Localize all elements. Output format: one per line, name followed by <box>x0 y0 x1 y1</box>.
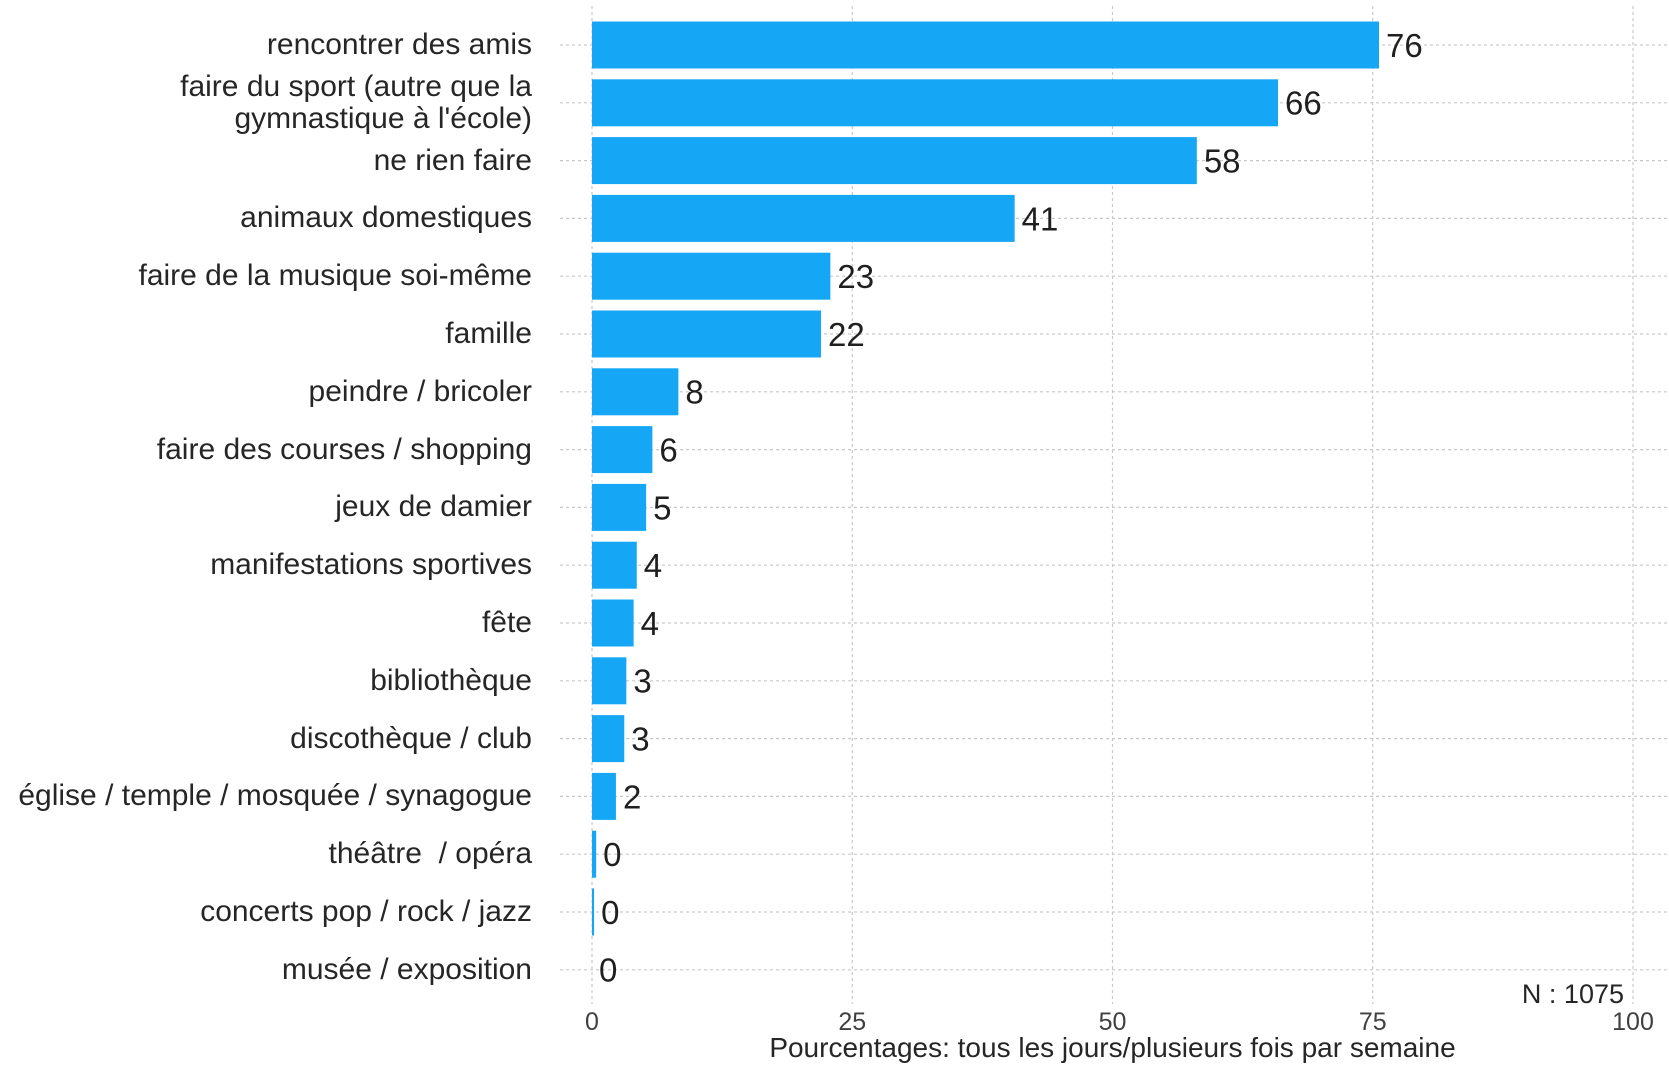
bar <box>592 830 597 878</box>
category-label: concerts pop / rock / jazz <box>200 895 532 928</box>
category-label: peindre / bricoler <box>308 374 532 408</box>
value-label: 4 <box>641 605 659 642</box>
bar <box>592 194 1015 242</box>
x-tick-label: 100 <box>1612 1008 1654 1036</box>
category-label: théâtre / opéra <box>328 837 532 871</box>
bar <box>592 137 1197 185</box>
sample-size-annotation: N : 1075 <box>1522 979 1624 1009</box>
x-axis-title: Pourcentages: tous les jours/plusieurs f… <box>769 1032 1455 1063</box>
category-label: jeux de damier <box>335 490 532 524</box>
value-label: 2 <box>623 778 641 815</box>
value-label: 58 <box>1204 142 1241 179</box>
value-label: 23 <box>837 258 874 295</box>
bar <box>592 888 595 936</box>
bar <box>592 21 1379 69</box>
bar <box>592 772 616 820</box>
grid-layer <box>560 6 1669 1004</box>
category-label: église / temple / mosquée / synagogue <box>18 779 532 813</box>
category-label: fête <box>481 606 532 639</box>
bar <box>592 657 627 705</box>
value-label: 22 <box>828 316 865 353</box>
value-label: 41 <box>1022 200 1059 237</box>
category-label: famille <box>445 317 532 350</box>
bar <box>592 368 679 416</box>
bar-layer <box>592 21 1379 936</box>
bar <box>592 715 625 763</box>
bar <box>592 599 634 647</box>
value-label: 0 <box>603 836 621 873</box>
value-label: 76 <box>1386 27 1423 64</box>
value-label: 3 <box>633 663 651 700</box>
value-label: 8 <box>685 374 703 411</box>
bar <box>592 426 653 474</box>
bar <box>592 310 822 358</box>
category-label: musée / exposition <box>281 952 532 986</box>
x-tick-label: 75 <box>1359 1008 1387 1036</box>
category-label: animaux domestiques <box>240 201 532 235</box>
bar <box>592 252 831 300</box>
value-label: 6 <box>659 431 677 468</box>
bar <box>592 541 637 589</box>
category-label: discothèque / club <box>290 721 532 755</box>
x-tick-label: 0 <box>585 1008 599 1036</box>
value-label: 4 <box>644 547 662 584</box>
value-label: 0 <box>599 952 617 989</box>
category-label: faire du sport (autre que la gymnastique… <box>180 69 532 135</box>
bar <box>592 483 647 531</box>
category-label: ne rien faire <box>373 143 532 177</box>
bar <box>592 79 1279 127</box>
category-label: manifestations sportives <box>210 548 532 582</box>
x-tick-label: 25 <box>838 1008 866 1036</box>
category-label: rencontrer des amis <box>266 28 532 61</box>
value-label: 3 <box>631 720 649 757</box>
x-tick-label: 50 <box>1099 1008 1127 1036</box>
category-label: faire des courses / shopping <box>156 432 532 466</box>
value-label: 66 <box>1285 85 1322 122</box>
value-label: 5 <box>653 489 671 526</box>
value-label: 0 <box>601 894 619 931</box>
category-label: faire de la musique soi-même <box>138 259 532 293</box>
category-label: bibliothèque <box>370 663 532 697</box>
